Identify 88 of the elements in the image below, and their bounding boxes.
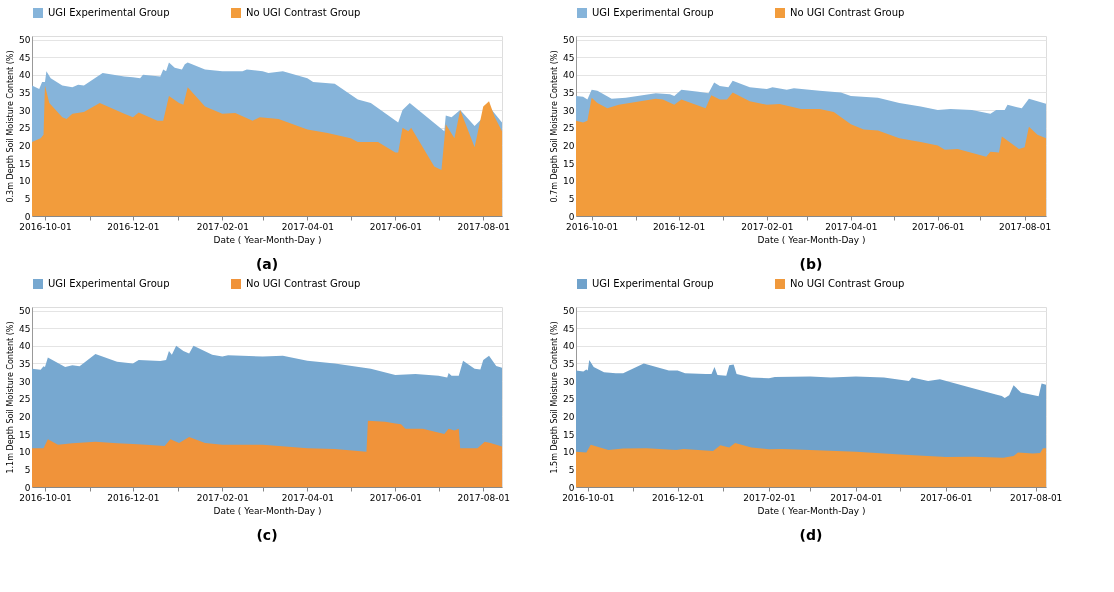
- x-tick-label: 2016-10-01: [19, 492, 72, 503]
- y-tick-label: 50: [19, 306, 31, 317]
- y-tick-label: 0: [24, 211, 31, 222]
- y-tick-label: 15: [563, 429, 575, 440]
- x-tick-label: 2017-06-01: [369, 492, 422, 503]
- y-tick-label: 30: [563, 105, 575, 116]
- y-tick-label: 25: [563, 123, 575, 134]
- legend-label: UGI Experimental Group: [592, 7, 714, 18]
- y-tick-label: 50: [563, 35, 575, 46]
- y-tick-label: 45: [563, 52, 575, 63]
- legend-label: UGI Experimental Group: [48, 278, 170, 289]
- x-tick-label: 2017-02-01: [196, 221, 249, 232]
- y-tick-label: 10: [19, 447, 31, 458]
- x-tick-label: 2017-08-01: [457, 221, 510, 232]
- x-tick-label: 2017-02-01: [741, 221, 794, 232]
- text: (b): [799, 256, 823, 272]
- y-axis-title: 1.1m Depth Soil Moisture Content (%): [6, 321, 16, 474]
- y-tick-label: 35: [563, 87, 575, 98]
- x-tick-label: 2017-08-01: [1010, 492, 1063, 503]
- y-tick-label: 20: [563, 411, 575, 422]
- x-tick-label: 2016-12-01: [652, 221, 706, 232]
- x-tick-label: 2016-10-01: [566, 221, 619, 232]
- y-tick-label: 0: [568, 211, 575, 222]
- y-tick-label: 20: [19, 140, 31, 151]
- x-tick-label: 2016-10-01: [19, 221, 72, 232]
- y-tick-label: 10: [19, 176, 31, 187]
- x-tick-label: 2016-12-01: [107, 492, 160, 503]
- y-tick-label: 0: [24, 482, 31, 493]
- y-tick-label: 5: [24, 193, 31, 204]
- y-tick-label: 45: [19, 323, 31, 334]
- y-tick-label: 50: [563, 306, 575, 317]
- y-tick-label: 5: [568, 193, 575, 204]
- x-tick-label: 2017-02-01: [196, 492, 249, 503]
- y-tick-label: 5: [24, 464, 31, 475]
- y-tick-label: 40: [19, 341, 31, 352]
- legend-label: No UGI Contrast Group: [246, 278, 361, 289]
- x-tick-label: 2017-02-01: [743, 492, 796, 503]
- x-axis-title: Date ( Year-Month-Day ): [757, 234, 866, 245]
- y-axis-title: 0.7m Depth Soil Moisture Content (%): [550, 50, 560, 203]
- x-tick-label: 2017-04-01: [281, 492, 335, 503]
- x-tick-label: 2017-08-01: [457, 492, 510, 503]
- legend-label: UGI Experimental Group: [48, 7, 170, 18]
- y-tick-label: 25: [19, 123, 31, 134]
- x-tick-label: 2017-08-01: [998, 221, 1052, 232]
- y-tick-label: 35: [19, 358, 31, 369]
- x-tick-label: 2017-04-01: [830, 492, 883, 503]
- y-tick-label: 20: [563, 140, 575, 151]
- x-tick-label: 2016-12-01: [652, 492, 705, 503]
- y-tick-label: 35: [19, 87, 31, 98]
- legend-label: No UGI Contrast Group: [790, 7, 905, 18]
- y-tick-label: 45: [19, 52, 31, 63]
- y-tick-label: 15: [563, 158, 575, 169]
- x-axis-title: Date ( Year-Month-Day ): [213, 505, 322, 516]
- y-tick-label: 30: [19, 105, 31, 116]
- y-tick-label: 0: [568, 482, 575, 493]
- x-tick-label: 2016-12-01: [107, 221, 160, 232]
- y-tick-label: 40: [563, 70, 575, 81]
- y-tick-label: 30: [19, 376, 31, 387]
- y-tick-label: 50: [19, 35, 31, 46]
- x-tick-label: 2016-10-01: [562, 492, 615, 503]
- legend-label: UGI Experimental Group: [592, 278, 714, 289]
- y-tick-label: 25: [563, 394, 575, 405]
- y-tick-label: 10: [563, 176, 575, 187]
- x-tick-label: 2017-06-01: [369, 221, 422, 232]
- y-tick-label: 5: [568, 464, 575, 475]
- y-tick-label: 15: [19, 429, 31, 440]
- legend-label: No UGI Contrast Group: [790, 278, 905, 289]
- x-axis-title: Date ( Year-Month-Day ): [213, 234, 322, 245]
- x-tick-label: 2017-04-01: [825, 221, 878, 232]
- y-tick-label: 20: [19, 411, 31, 422]
- legend-label: No UGI Contrast Group: [246, 7, 361, 18]
- y-tick-label: 40: [19, 70, 31, 81]
- y-tick-label: 25: [19, 394, 31, 405]
- y-tick-label: 15: [19, 158, 31, 169]
- y-axis-title: 1.5m Depth Soil Moisture Content (%): [550, 321, 560, 474]
- text: (c): [256, 527, 278, 543]
- y-axis-title: 0.3m Depth Soil Moisture Content (%): [6, 50, 16, 203]
- x-tick-label: 2017-06-01: [912, 221, 965, 232]
- y-tick-label: 35: [563, 358, 575, 369]
- x-tick-label: 2017-06-01: [920, 492, 973, 503]
- x-tick-label: 2017-04-01: [281, 221, 335, 232]
- text: (d): [799, 527, 823, 543]
- text: (a): [255, 256, 279, 272]
- y-tick-label: 10: [563, 447, 575, 458]
- y-tick-label: 30: [563, 376, 575, 387]
- x-axis-title: Date ( Year-Month-Day ): [757, 505, 866, 516]
- y-tick-label: 45: [563, 323, 575, 334]
- y-tick-label: 40: [563, 341, 575, 352]
